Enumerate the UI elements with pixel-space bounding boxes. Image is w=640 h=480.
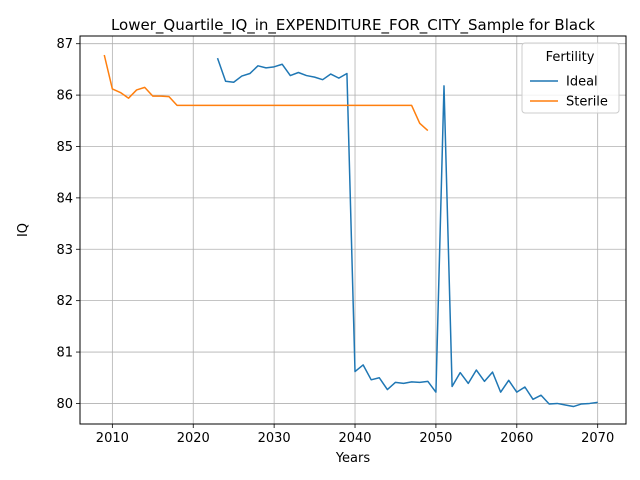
legend-label-ideal: Ideal [566,75,598,90]
x-tick-label: 2010 [96,431,129,446]
x-tick-label: 2030 [258,431,291,446]
y-axis-ticks: 80 81 82 83 84 85 86 87 [56,37,80,412]
legend-items: Ideal Sterile [530,75,608,110]
x-tick-label: 2050 [419,431,452,446]
x-tick-label: 2070 [581,431,614,446]
x-tick-label: 2020 [177,431,210,446]
series-line-sterile [103,54,429,132]
y-tick-label: 80 [56,397,73,412]
x-tick-label: 2060 [500,431,533,446]
legend-label-sterile: Sterile [566,95,608,110]
chart-title: Lower_Quartile_IQ_in_EXPENDITURE_FOR_CIT… [111,16,595,35]
x-axis-label: Years [335,451,371,466]
legend-box [521,42,620,114]
legend-title: Fertility [546,50,595,65]
plot-frame [79,35,627,425]
x-tick-label: 2040 [338,431,371,446]
x-axis-ticks: 2010 2020 2030 2040 2050 2060 2070 [96,424,614,446]
y-tick-label: 87 [56,37,73,52]
y-tick-label: 83 [56,243,73,258]
y-tick-label: 84 [56,191,73,206]
y-tick-label: 82 [56,294,73,309]
y-axis-label: IQ [16,223,31,237]
legend: Fertility Ideal Sterile [521,42,620,114]
y-tick-label: 85 [56,140,73,155]
series-lines [103,54,598,408]
y-tick-label: 81 [56,346,73,361]
y-tick-label: 86 [56,89,73,104]
series-line-ideal [216,57,598,408]
